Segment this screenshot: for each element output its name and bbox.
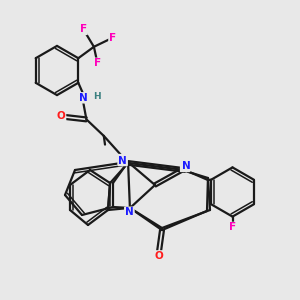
Text: H: H	[93, 92, 101, 101]
Text: O: O	[57, 111, 66, 122]
Text: F: F	[229, 222, 236, 233]
Text: N: N	[181, 161, 189, 171]
Text: F: F	[94, 58, 101, 68]
Text: N: N	[125, 208, 134, 218]
Text: N: N	[182, 160, 191, 171]
Text: N: N	[125, 207, 134, 218]
Text: F: F	[109, 33, 116, 43]
Text: N: N	[118, 154, 127, 165]
Text: O: O	[154, 251, 164, 261]
Text: N: N	[79, 93, 88, 103]
Text: F: F	[80, 24, 87, 34]
Text: N: N	[118, 155, 127, 166]
